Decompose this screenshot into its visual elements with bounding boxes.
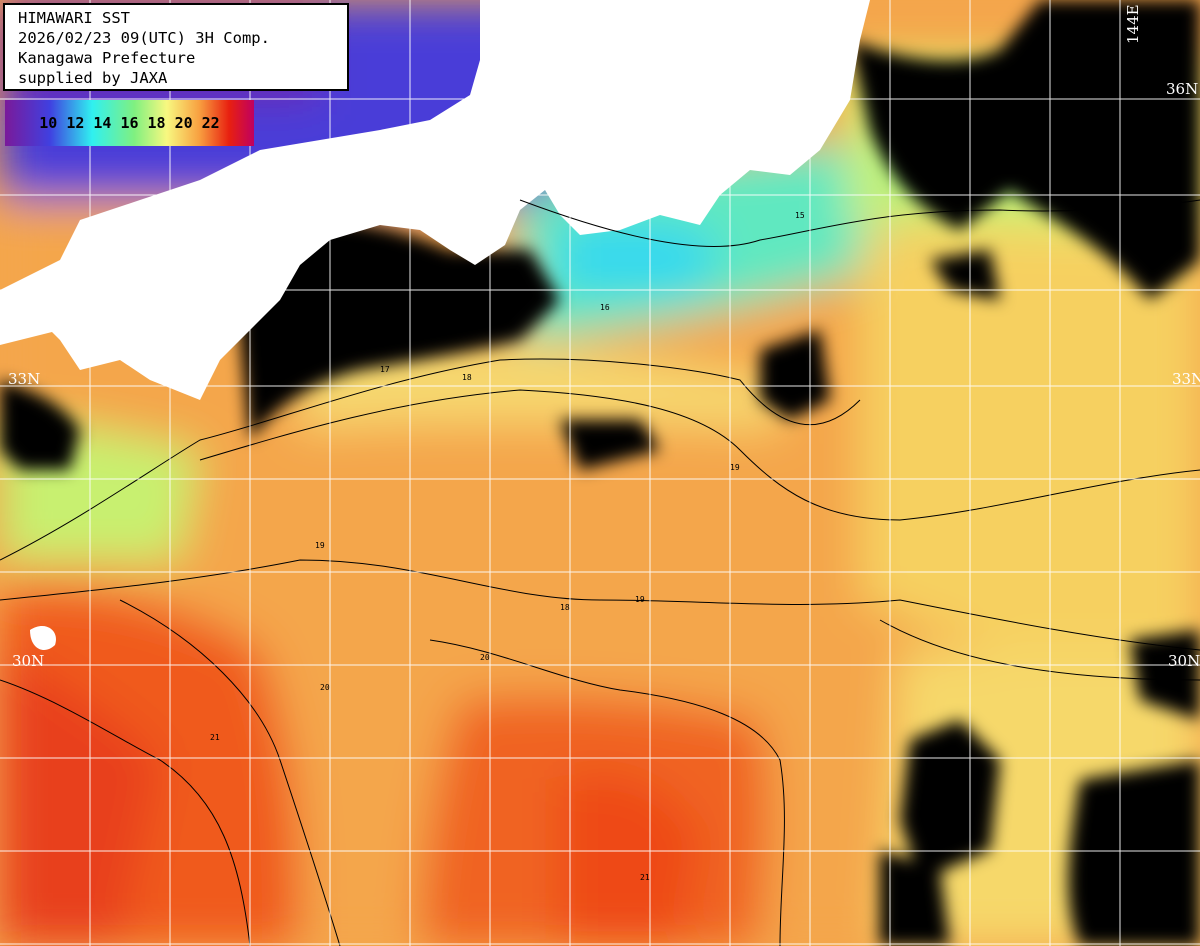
title-provider: Kanagawa Prefecture bbox=[18, 49, 196, 67]
legend-tick: 22 bbox=[201, 114, 220, 132]
svg-text:20: 20 bbox=[320, 683, 330, 692]
svg-text:20: 20 bbox=[480, 653, 490, 662]
svg-text:21: 21 bbox=[210, 733, 220, 742]
legend-tick: 18 bbox=[147, 114, 166, 132]
lat-label-30n-left: 30N bbox=[12, 652, 45, 670]
svg-text:19: 19 bbox=[730, 463, 740, 472]
svg-text:19: 19 bbox=[315, 541, 325, 550]
svg-text:19: 19 bbox=[635, 595, 645, 604]
svg-text:15: 15 bbox=[795, 211, 805, 220]
title-box: HIMAWARI SST 2026/02/23 09(UTC) 3H Comp.… bbox=[3, 3, 349, 91]
svg-text:18: 18 bbox=[560, 603, 570, 612]
legend-tick: 10 bbox=[39, 114, 58, 132]
lon-label-144e: 144E bbox=[1124, 4, 1142, 44]
svg-text:17: 17 bbox=[380, 365, 390, 374]
legend-tick: 20 bbox=[174, 114, 193, 132]
title-product: HIMAWARI SST bbox=[18, 9, 130, 27]
legend-tick: 14 bbox=[93, 114, 112, 132]
legend-tick: 12 bbox=[66, 114, 85, 132]
svg-text:18: 18 bbox=[462, 373, 472, 382]
contour-labels: 15 16 17 18 18 19 19 19 20 20 21 21 bbox=[210, 211, 805, 882]
title-datetime: 2026/02/23 09(UTC) 3H Comp. bbox=[18, 29, 270, 47]
lat-label-33n-left: 33N bbox=[8, 370, 41, 388]
color-scale-legend: 10 12 14 16 18 20 22 bbox=[5, 100, 254, 146]
svg-text:21: 21 bbox=[640, 873, 650, 882]
legend-tick: 16 bbox=[120, 114, 139, 132]
title-source: supplied by JAXA bbox=[18, 69, 168, 87]
svg-text:16: 16 bbox=[600, 303, 610, 312]
lat-label-33n-right: 33N bbox=[1172, 370, 1200, 388]
lat-label-36n: 36N bbox=[1166, 80, 1199, 98]
land bbox=[0, 0, 870, 650]
lon-label-136e: 136E bbox=[484, 0, 502, 40]
lat-label-30n-right: 30N bbox=[1168, 652, 1200, 670]
